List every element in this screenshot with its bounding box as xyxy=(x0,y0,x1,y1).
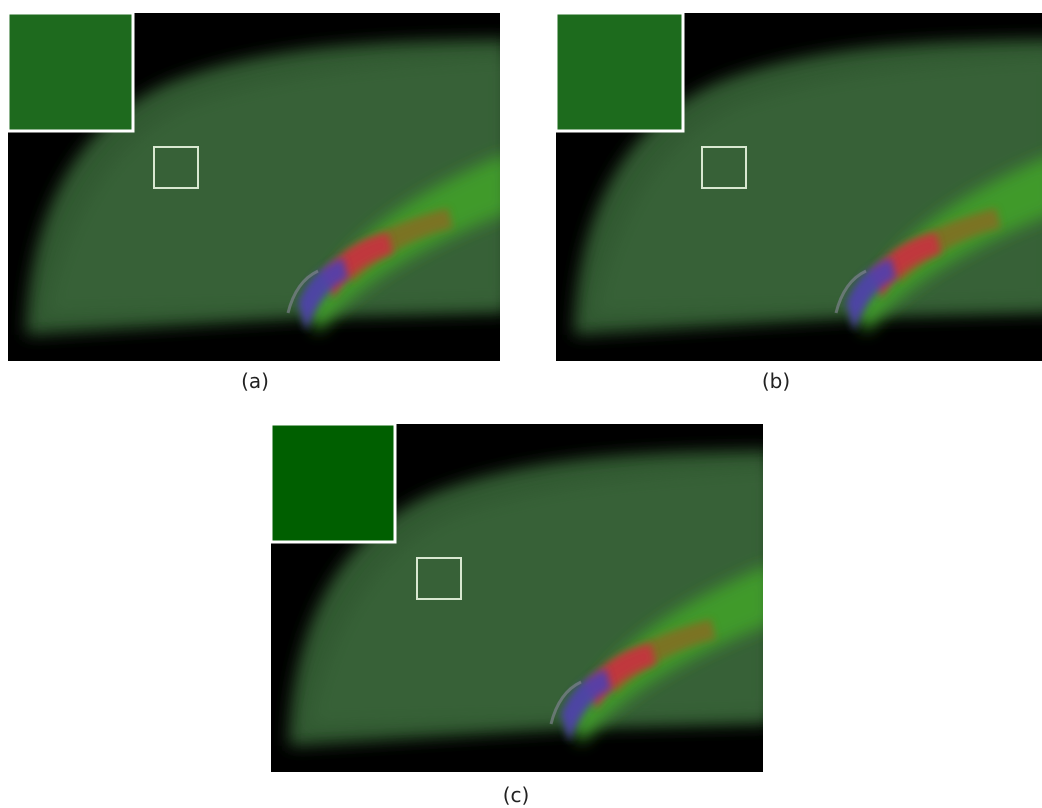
image-a xyxy=(8,13,508,361)
figure: (a) (b) (c) xyxy=(0,0,1042,808)
image-b xyxy=(556,13,1042,361)
caption: (b) xyxy=(762,369,790,393)
image-c xyxy=(271,424,771,772)
caption: (c) xyxy=(503,783,530,807)
caption: (a) xyxy=(241,369,269,393)
page: (a) (b) (c) (() => { const data = JSON.p… xyxy=(0,0,1042,808)
